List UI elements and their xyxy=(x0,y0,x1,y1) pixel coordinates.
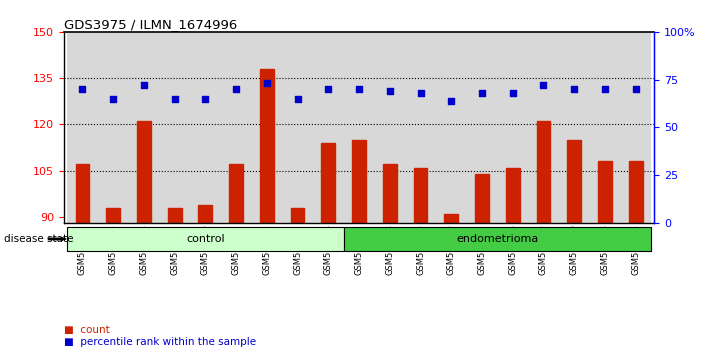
Bar xyxy=(598,161,612,223)
Point xyxy=(569,86,580,92)
Text: endometrioma: endometrioma xyxy=(456,234,538,244)
Point xyxy=(476,90,488,96)
Point xyxy=(230,86,242,92)
Bar xyxy=(343,32,375,223)
Bar xyxy=(220,32,252,223)
Text: GDS3975 / ILMN_1674996: GDS3975 / ILMN_1674996 xyxy=(64,18,237,31)
Point xyxy=(507,90,518,96)
Bar xyxy=(321,143,335,223)
Bar xyxy=(291,207,304,223)
Point xyxy=(261,81,272,86)
Bar xyxy=(498,32,528,223)
Point xyxy=(538,82,549,88)
Point xyxy=(107,96,119,102)
Point xyxy=(200,96,211,102)
Bar xyxy=(375,32,405,223)
Bar xyxy=(436,32,466,223)
Bar xyxy=(106,207,120,223)
Point xyxy=(169,96,181,102)
Point xyxy=(599,86,611,92)
Text: control: control xyxy=(186,234,225,244)
Point xyxy=(77,86,88,92)
Text: ■  count: ■ count xyxy=(64,325,109,335)
Bar xyxy=(506,167,520,223)
Text: ■  percentile rank within the sample: ■ percentile rank within the sample xyxy=(64,337,256,347)
Bar xyxy=(466,32,498,223)
Point xyxy=(415,90,426,96)
Point xyxy=(138,82,149,88)
Bar xyxy=(168,207,181,223)
Bar xyxy=(444,214,458,223)
Bar xyxy=(414,167,427,223)
Text: disease state: disease state xyxy=(4,234,73,244)
Bar xyxy=(313,32,343,223)
FancyBboxPatch shape xyxy=(343,227,651,251)
Bar xyxy=(528,32,559,223)
FancyBboxPatch shape xyxy=(67,227,343,251)
Bar xyxy=(229,165,243,223)
Point xyxy=(630,86,641,92)
Bar xyxy=(67,32,98,223)
Bar xyxy=(559,32,589,223)
Bar xyxy=(589,32,620,223)
Bar xyxy=(405,32,436,223)
Bar xyxy=(620,32,651,223)
Bar xyxy=(159,32,190,223)
Bar xyxy=(129,32,159,223)
Bar xyxy=(75,165,90,223)
Bar xyxy=(98,32,129,223)
Bar xyxy=(137,121,151,223)
Bar xyxy=(282,32,313,223)
Point xyxy=(292,96,304,102)
Bar xyxy=(567,140,581,223)
Bar xyxy=(475,174,489,223)
Point xyxy=(353,86,365,92)
Bar xyxy=(252,32,282,223)
Bar xyxy=(198,205,213,223)
Point xyxy=(384,88,395,94)
Bar xyxy=(352,140,366,223)
Bar xyxy=(537,121,550,223)
Bar xyxy=(629,161,643,223)
Point xyxy=(323,86,334,92)
Bar xyxy=(383,165,397,223)
Point xyxy=(446,98,457,103)
Bar xyxy=(190,32,220,223)
Bar xyxy=(260,69,274,223)
